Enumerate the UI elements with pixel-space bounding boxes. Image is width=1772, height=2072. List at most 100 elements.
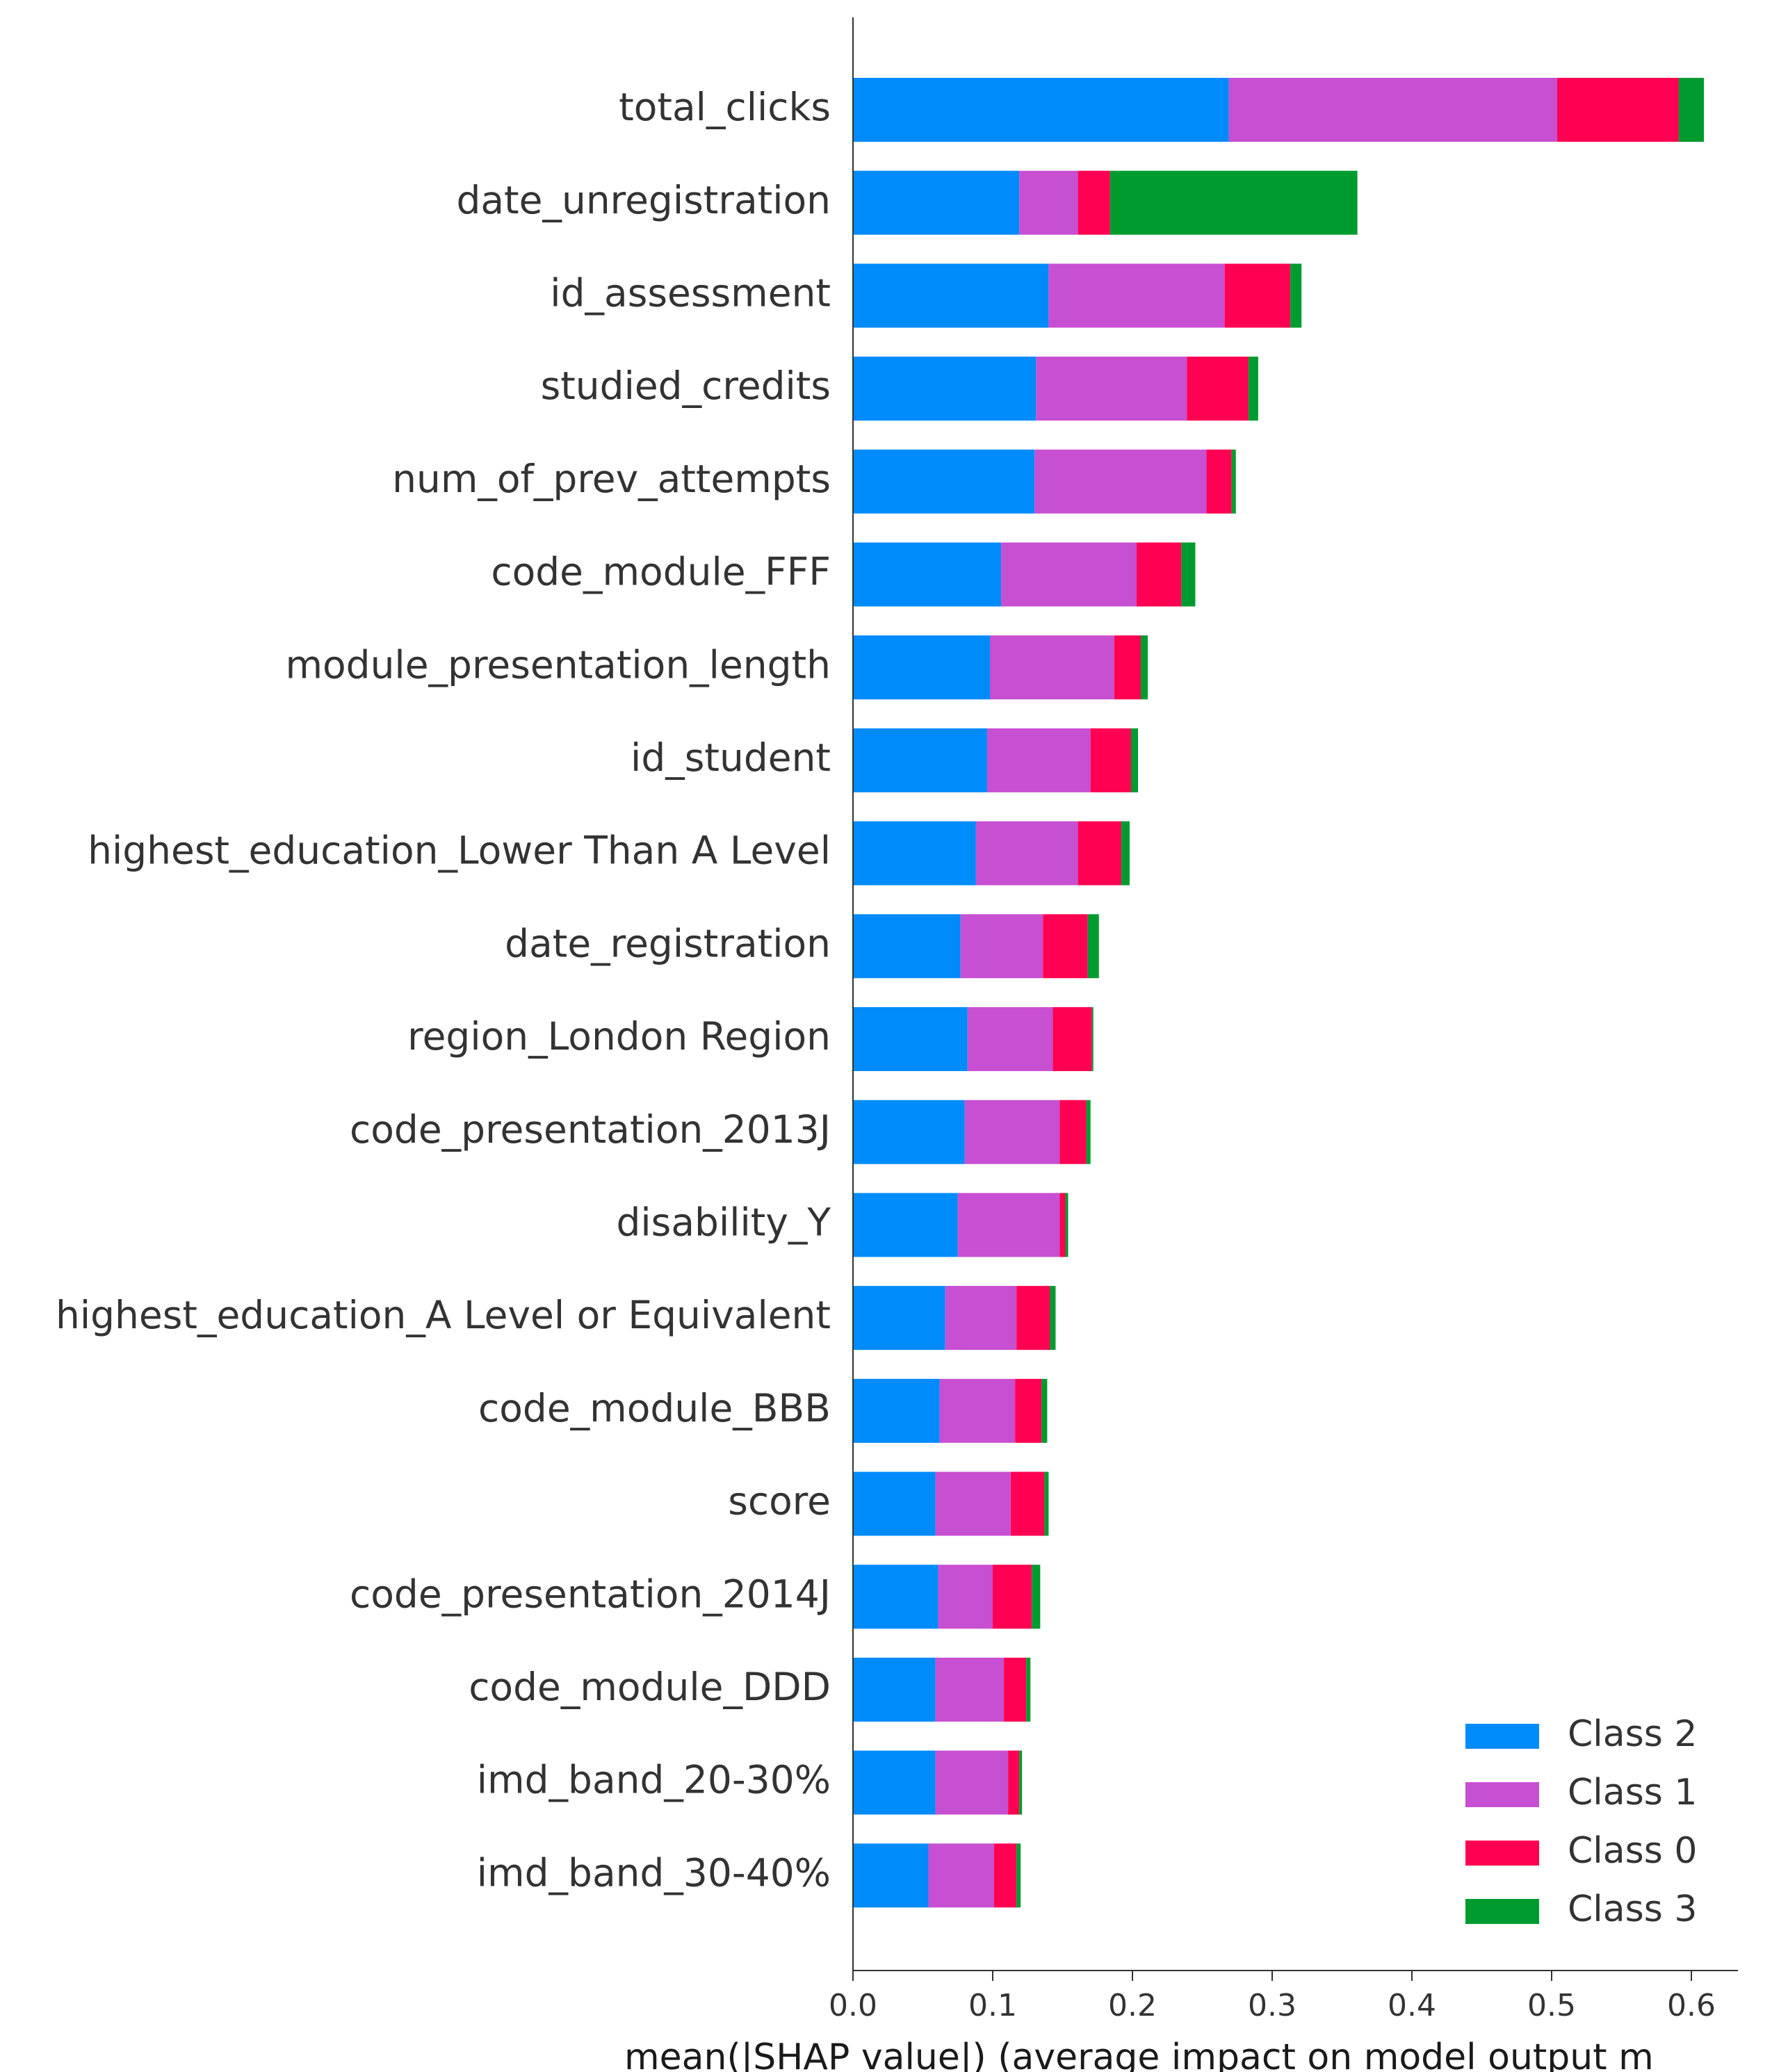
bar-segment xyxy=(1065,1193,1068,1257)
x-tick-label: 0.4 xyxy=(1388,1988,1436,2023)
bar-segment xyxy=(1036,357,1187,421)
bar-segment xyxy=(1032,1565,1041,1629)
bar-segment xyxy=(1041,1378,1048,1443)
feature-label: module_presentation_length xyxy=(285,642,831,687)
bar-segment xyxy=(1187,357,1249,421)
bar-segment xyxy=(1050,1286,1056,1351)
bar-segment xyxy=(1048,263,1225,328)
bar-segment xyxy=(1015,1378,1042,1443)
bar-segment xyxy=(1290,263,1302,328)
bar-segment xyxy=(853,1471,936,1536)
feature-label: code_module_BBB xyxy=(478,1386,831,1430)
legend-label: Class 2 xyxy=(1568,1713,1697,1755)
bar-segment xyxy=(1114,635,1141,700)
x-axis-label: mean(|SHAP value|) (average impact on mo… xyxy=(624,2037,1654,2072)
bar-segment xyxy=(1026,1657,1031,1722)
bar-segment xyxy=(1206,449,1232,514)
bar-segment xyxy=(853,1657,936,1722)
bar-segment xyxy=(853,914,961,979)
bar-segment xyxy=(1019,1750,1023,1815)
bar-segment xyxy=(853,449,1035,514)
bar-segment xyxy=(1228,78,1558,142)
bar-segment xyxy=(1087,914,1099,979)
bar-segment xyxy=(1678,78,1705,142)
bar-segment xyxy=(1137,542,1182,607)
bar-segment xyxy=(989,635,1114,700)
feature-label: disability_Y xyxy=(616,1200,831,1245)
bar-segment xyxy=(1086,1100,1091,1164)
bar-segment xyxy=(1090,728,1131,792)
bar-segment xyxy=(993,1565,1032,1629)
feature-label: date_unregistration xyxy=(456,178,831,222)
x-tick-label: 0.0 xyxy=(829,1988,877,2023)
bar-segment xyxy=(1248,357,1258,421)
bar-segment xyxy=(1011,1471,1045,1536)
feature-label: code_presentation_2014J xyxy=(350,1572,831,1616)
x-axis-ticks: 0.0 0.1 0.2 0.3 0.4 0.5 0.6 xyxy=(829,1971,1716,2023)
feature-label: num_of_prev_attempts xyxy=(392,457,831,501)
legend-swatch xyxy=(1465,1782,1539,1807)
bar-segment xyxy=(853,1286,945,1351)
legend: Class 2 Class 1 Class 0 Class 3 xyxy=(1465,1713,1697,1930)
feature-label: total_clicks xyxy=(619,85,831,129)
bar-segment xyxy=(1557,78,1679,142)
bar-segment xyxy=(1044,1471,1049,1536)
x-tick-label: 0.2 xyxy=(1108,1988,1157,2023)
bar-segment xyxy=(1130,728,1139,792)
bar-segment xyxy=(964,1100,1060,1164)
bar-segment xyxy=(945,1286,1017,1351)
bar-segment xyxy=(853,1007,968,1071)
bar-segment xyxy=(994,1843,1017,1908)
x-tick-label: 0.5 xyxy=(1527,1988,1576,2023)
legend-swatch xyxy=(1465,1899,1539,1924)
bar-segment xyxy=(1231,449,1236,514)
bar-segment xyxy=(1008,1750,1020,1815)
bar-segment xyxy=(1059,1100,1087,1164)
bar-segment xyxy=(853,1100,965,1164)
bar-segment xyxy=(853,821,976,886)
legend-label: Class 0 xyxy=(1568,1830,1697,1872)
bar-segment xyxy=(853,1193,958,1257)
feature-label: imd_band_20-30% xyxy=(477,1758,831,1802)
bar-segment xyxy=(1016,1286,1050,1351)
bar-segment xyxy=(1019,170,1078,235)
bar-segment xyxy=(938,1565,993,1629)
bar-segment xyxy=(939,1378,1016,1443)
bar-segment xyxy=(975,821,1078,886)
bar-segment xyxy=(1078,821,1121,886)
feature-label: highest_education_A Level or Equivalent xyxy=(56,1293,831,1337)
feature-label: imd_band_30-40% xyxy=(477,1850,831,1895)
bar-segment xyxy=(853,78,1229,142)
bar-segment xyxy=(1034,449,1207,514)
legend-swatch xyxy=(1465,1841,1539,1866)
bar-segment xyxy=(853,1843,929,1908)
x-tick-label: 0.6 xyxy=(1667,1988,1716,2023)
feature-label: score xyxy=(728,1479,831,1524)
bar-segment xyxy=(853,1750,936,1815)
feature-label: region_London Region xyxy=(407,1014,831,1059)
bar-segment xyxy=(853,542,1002,607)
bar-segment xyxy=(935,1750,1009,1815)
x-tick-label: 0.1 xyxy=(968,1988,1017,2023)
bar-segment xyxy=(1091,1007,1094,1071)
bar-segment xyxy=(1224,263,1291,328)
bar-segment xyxy=(960,914,1043,979)
bar-segment xyxy=(853,728,987,792)
bar-segment xyxy=(1001,542,1137,607)
bar-segment xyxy=(1078,170,1110,235)
feature-label: date_registration xyxy=(505,921,831,965)
bar-segment xyxy=(986,728,1091,792)
bar-segment xyxy=(853,1378,940,1443)
feature-label: id_student xyxy=(631,735,831,780)
bar-segment xyxy=(853,170,1020,235)
bar-segment xyxy=(928,1843,995,1908)
bar-segment xyxy=(957,1193,1060,1257)
bar-segment xyxy=(853,1565,938,1629)
bar-segment xyxy=(1016,1843,1021,1908)
bar-segment xyxy=(1109,170,1358,235)
bar-segment xyxy=(1059,1193,1066,1257)
bar-segment xyxy=(1141,635,1148,700)
feature-labels: total_clicks date_unregistration id_assess… xyxy=(56,85,831,1895)
bar-segment xyxy=(853,357,1037,421)
